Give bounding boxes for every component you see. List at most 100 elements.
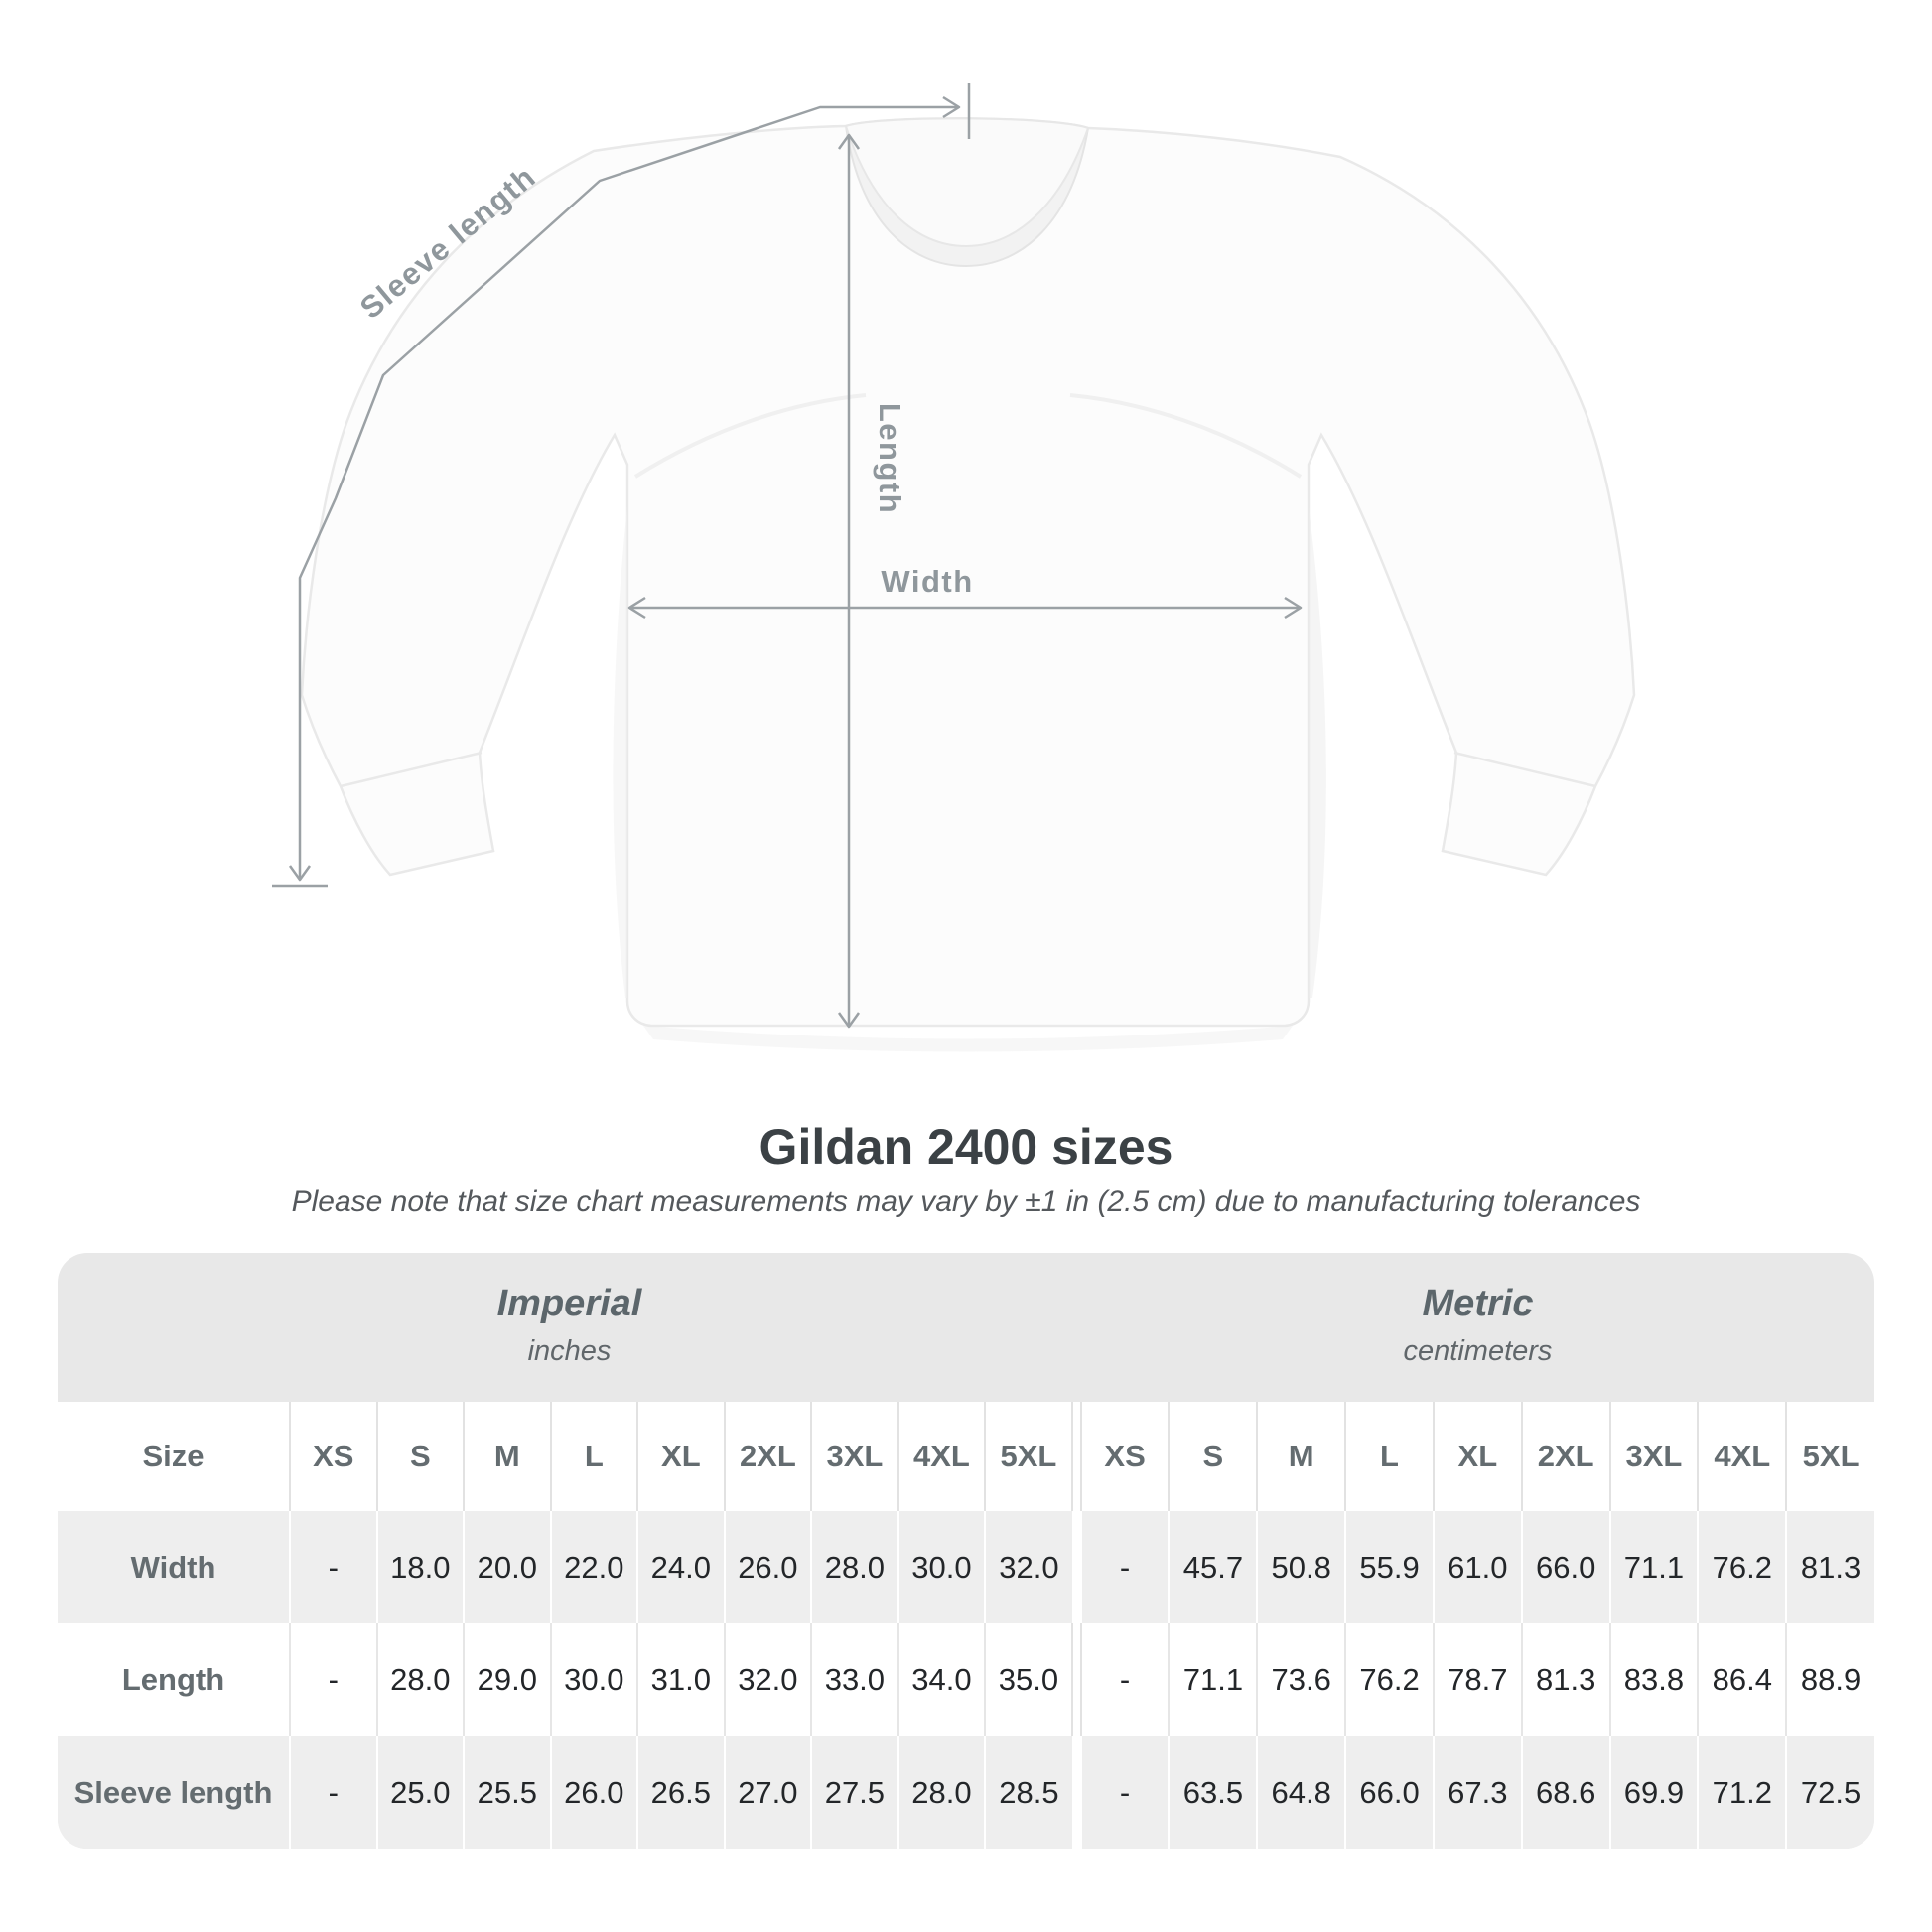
imperial-value-cell: 26.0: [723, 1511, 812, 1623]
metric-unit: centimeters: [1403, 1335, 1553, 1367]
row-label: Width: [130, 1549, 216, 1585]
imperial-value-cell: 31.0: [636, 1623, 725, 1736]
metric-value-cell: -: [1079, 1511, 1170, 1623]
metric-value-cell: 73.6: [1256, 1623, 1346, 1736]
imperial-size-header: 3XL: [810, 1402, 898, 1511]
length-arrow-top: [837, 133, 861, 150]
metric-value-cell: 55.9: [1344, 1511, 1434, 1623]
metric-size-header: 4XL: [1697, 1402, 1787, 1511]
imperial-value-cell: 28.5: [984, 1736, 1072, 1849]
imperial-metric-divider: [1070, 1623, 1082, 1736]
imperial-value-cell: 20.0: [463, 1511, 551, 1623]
imperial-metric-divider: [1071, 1736, 1081, 1849]
imperial-value-cell: 26.0: [549, 1736, 638, 1849]
metric-value-cell: 81.3: [1785, 1511, 1874, 1623]
length-arrow-bottom: [837, 1012, 861, 1029]
imperial-size-header: 2XL: [723, 1402, 812, 1511]
imperial-value-cell: 35.0: [984, 1623, 1072, 1736]
metric-label: Metric: [1422, 1283, 1534, 1324]
imperial-value-cell: 29.0: [463, 1623, 551, 1736]
imperial-size-header: XS: [289, 1402, 377, 1511]
metric-value-cell: 61.0: [1432, 1511, 1522, 1623]
sleeve-length-line: [298, 105, 959, 880]
size-grid-body: Width -18.0 20.0 22.0 24.0 26.0 28.0 30.0 32.0-4…: [58, 1511, 1874, 1849]
tolerance-note: Please note that size chart measurements…: [291, 1185, 1641, 1218]
imperial-value-cell: 32.0: [984, 1511, 1072, 1623]
imperial-size-header: L: [549, 1402, 638, 1511]
metric-value-cell: 81.3: [1520, 1623, 1610, 1736]
length-measure: [837, 133, 861, 1029]
imperial-label: Imperial: [496, 1283, 642, 1324]
metric-size-header: L: [1344, 1402, 1434, 1511]
shirt-shadow: [643, 1026, 1293, 1052]
metric-size-header: M: [1256, 1402, 1346, 1511]
imperial-section-header: Imperial inches: [58, 1253, 1081, 1402]
imperial-value-cell: 25.5: [463, 1736, 551, 1849]
measurement-row: Width -18.0 20.0 22.0 24.0 26.0 28.0 30.0 32.0-4…: [58, 1511, 1874, 1623]
chest-crease-right: [1069, 393, 1303, 479]
chest-crease-left: [633, 393, 867, 479]
metric-value-cell: 76.2: [1697, 1511, 1787, 1623]
metric-size-header: XS: [1079, 1402, 1170, 1511]
imperial-value-cell: 30.0: [897, 1511, 986, 1623]
metric-value-cell: 71.1: [1168, 1623, 1258, 1736]
metric-value-cell: 66.0: [1520, 1511, 1610, 1623]
metric-value-cell: 50.8: [1256, 1511, 1346, 1623]
metric-value-cell: 63.5: [1168, 1736, 1258, 1849]
metric-value-cell: 45.7: [1168, 1511, 1258, 1623]
size-grid-head: Size XS S M L XL 2XL 3XL 4XL 5XL XS S M L XL 2XL 3XL 4XL 5…: [58, 1402, 1874, 1511]
metric-size-header: XL: [1432, 1402, 1522, 1511]
imperial-value-cell: -: [289, 1736, 377, 1849]
metric-value-cell: 68.6: [1520, 1736, 1610, 1849]
shirt-diagram-svg: Sleeve length Length Width: [272, 83, 1636, 1052]
size-column-header: Size: [142, 1439, 205, 1473]
imperial-value-cell: 22.0: [549, 1511, 638, 1623]
imperial-value-cell: 33.0: [810, 1623, 898, 1736]
metric-size-header: S: [1168, 1402, 1258, 1511]
imperial-value-cell: -: [289, 1511, 377, 1623]
imperial-value-cell: 28.0: [375, 1623, 465, 1736]
metric-value-cell: 66.0: [1344, 1736, 1434, 1849]
width-measure: [627, 596, 1303, 620]
size-header-row: Size XS S M L XL 2XL 3XL 4XL 5XL XS S M L XL 2XL 3XL 4XL 5…: [58, 1402, 1874, 1511]
metric-value-cell: 83.8: [1608, 1623, 1699, 1736]
metric-size-header: 5XL: [1785, 1402, 1874, 1511]
body-fold-right: [1309, 506, 1326, 998]
shirt-silhouette: [300, 117, 1636, 1028]
imperial-value-cell: -: [289, 1623, 377, 1736]
imperial-value-cell: 27.5: [810, 1736, 898, 1849]
metric-value-cell: 72.5: [1785, 1736, 1874, 1849]
sleeve-length-arrow-bottom: [288, 865, 312, 882]
metric-value-cell: -: [1079, 1736, 1170, 1849]
width-arrow-right: [1284, 596, 1303, 620]
metric-value-cell: 67.3: [1432, 1736, 1522, 1849]
imperial-size-header: M: [463, 1402, 551, 1511]
page-title: Gildan 2400 sizes: [759, 1119, 1173, 1174]
row-label: Length: [121, 1662, 225, 1697]
metric-value-cell: 78.7: [1432, 1623, 1522, 1736]
metric-value-cell: 88.9: [1785, 1623, 1874, 1736]
body-fold-left: [613, 506, 627, 998]
row-label: Sleeve length: [73, 1774, 273, 1810]
metric-value-cell: -: [1079, 1623, 1170, 1736]
size-chart-page: Sleeve length Length Width Gildan 2400 s…: [58, 83, 1874, 1849]
imperial-value-cell: 30.0: [549, 1623, 638, 1736]
imperial-value-cell: 18.0: [375, 1511, 465, 1623]
metric-value-cell: 71.1: [1608, 1511, 1699, 1623]
collar-band: [844, 117, 1090, 248]
imperial-size-header: 4XL: [897, 1402, 986, 1511]
metric-size-header: 3XL: [1608, 1402, 1699, 1511]
imperial-metric-divider: [1071, 1511, 1081, 1623]
imperial-size-header: S: [375, 1402, 465, 1511]
left-cuff-seam: [340, 751, 483, 788]
imperial-metric-divider: [1070, 1402, 1082, 1511]
metric-size-header: 2XL: [1520, 1402, 1610, 1511]
imperial-size-header: XL: [636, 1402, 725, 1511]
metric-value-cell: 71.2: [1697, 1736, 1787, 1849]
metric-value-cell: 64.8: [1256, 1736, 1346, 1849]
imperial-unit: inches: [527, 1335, 612, 1367]
size-table: Imperial inches Metric centimeters Size X…: [58, 1253, 1874, 1849]
imperial-value-cell: 25.0: [375, 1736, 465, 1849]
width-arrow-left: [627, 596, 646, 620]
right-cuff-seam: [1453, 751, 1596, 788]
